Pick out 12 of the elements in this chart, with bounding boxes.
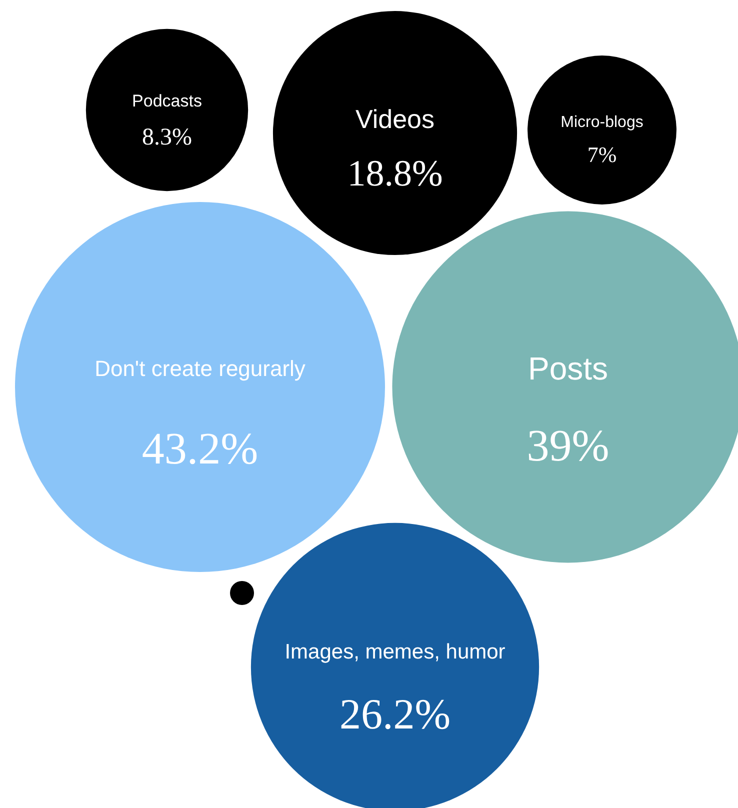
category-label: Images, memes, humor bbox=[284, 640, 506, 664]
data-label: 43.2% bbox=[142, 424, 258, 474]
data-label: 7% bbox=[587, 142, 617, 167]
category-label: Podcasts bbox=[132, 92, 202, 111]
data-label: 18.8% bbox=[347, 153, 443, 194]
data-label: 26.2% bbox=[339, 692, 451, 739]
data-label: 8.3% bbox=[142, 124, 192, 151]
category-label: Don't create regurarly bbox=[94, 356, 306, 381]
data-label: 39% bbox=[526, 420, 610, 470]
category-label: Videos bbox=[355, 104, 435, 134]
category-label: Posts bbox=[528, 350, 608, 386]
category-label: Micro-blogs bbox=[560, 114, 644, 131]
